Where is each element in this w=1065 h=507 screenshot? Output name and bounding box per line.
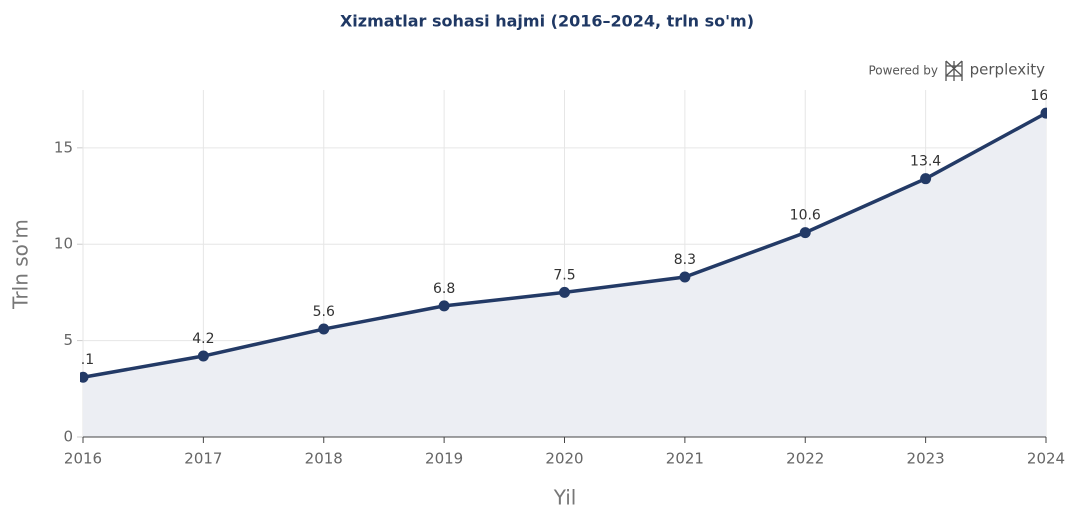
point [920,173,932,185]
y-tick-label: 15 [54,138,73,156]
data-label: 6.8 [433,281,455,297]
data-label: 16.8 [1030,88,1061,104]
data-label: 13.4 [910,154,941,170]
x-tick-label: 2020 [545,450,583,468]
point [197,350,209,362]
point [80,371,89,383]
x-tick-label: 2016 [64,450,102,468]
x-tick-label: 2021 [666,450,704,468]
chart-title: Xizmatlar sohasi hajmi (2016–2024, trln … [340,12,754,31]
data-label: 7.5 [553,267,575,283]
watermark-brand: perplexity [970,61,1045,79]
point [679,271,691,283]
x-tick-label: 2017 [184,450,222,468]
point [799,227,811,239]
data-label: 4.2 [192,331,214,347]
x-tick-label: 2022 [786,450,824,468]
area [83,113,1046,437]
data-label: 8.3 [674,252,696,268]
data-label: 5.6 [313,304,335,320]
x-axis-title: Yil [553,486,577,507]
y-tick-label: 0 [63,428,73,446]
point [1040,107,1047,119]
x-tick-label: 2024 [1027,450,1065,468]
x-tick-label: 2023 [907,450,945,468]
watermark-icon [945,60,963,81]
data-label: 3.1 [72,352,94,368]
y-tick-label: 5 [63,331,73,349]
watermark-prefix: Powered by [868,64,938,78]
x-tick-label: 2019 [425,450,463,468]
y-tick-label: 10 [54,235,73,253]
labels: 3.1 4.2 5.6 6.8 7.5 8.3 10.6 13.4 16.8 [72,88,1061,383]
point [318,323,330,335]
point [438,300,450,312]
x-tick-label: 2018 [305,450,343,468]
y-axis-title: Trln so'm [9,219,33,310]
point [559,286,570,298]
data-label: 10.6 [790,208,821,224]
